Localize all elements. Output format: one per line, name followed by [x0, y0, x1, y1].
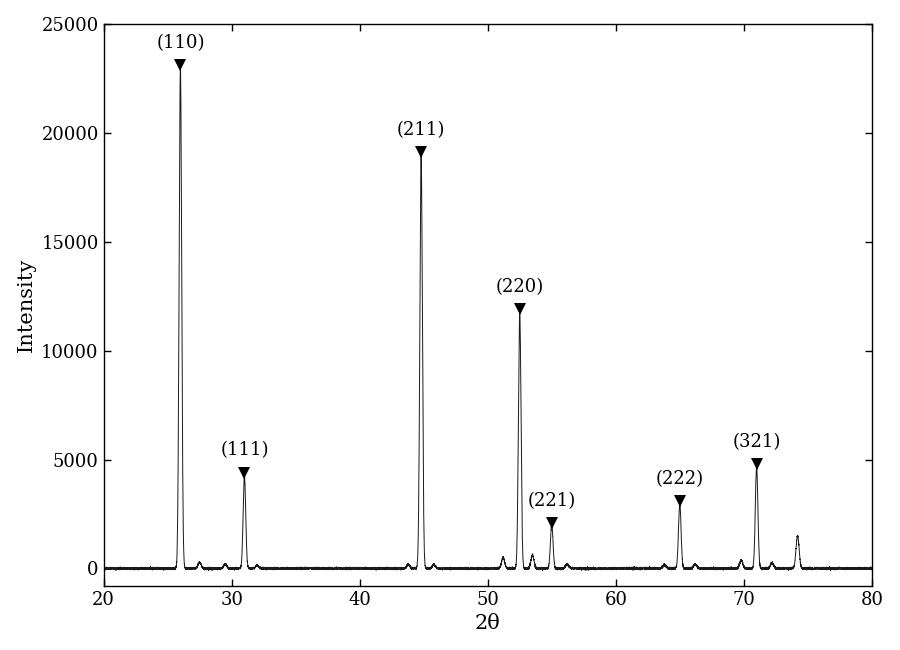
Text: (111): (111) [220, 441, 269, 460]
Y-axis label: Intensity: Intensity [17, 257, 36, 352]
Text: (211): (211) [397, 121, 446, 139]
X-axis label: 2θ: 2θ [475, 614, 500, 633]
Text: (110): (110) [157, 34, 204, 52]
Text: (321): (321) [733, 433, 781, 451]
Text: (221): (221) [527, 491, 576, 510]
Text: (222): (222) [656, 470, 704, 488]
Text: (220): (220) [496, 278, 544, 296]
